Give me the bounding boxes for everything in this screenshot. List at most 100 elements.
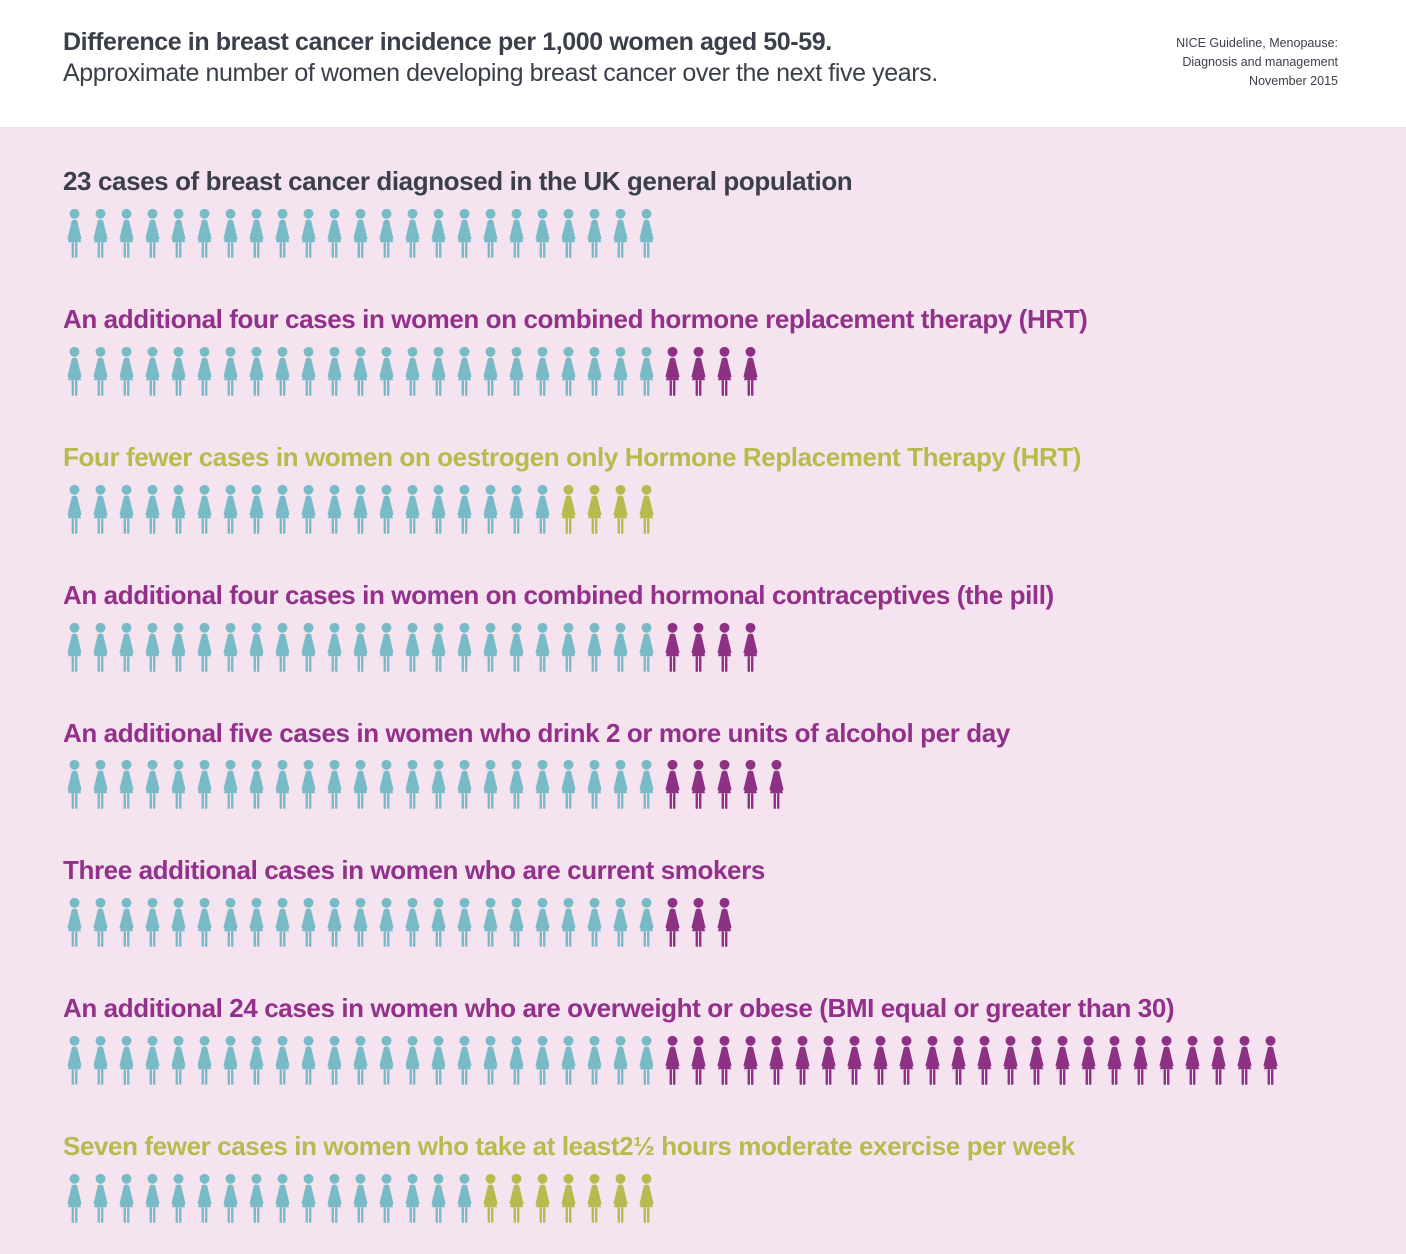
woman-icon <box>223 898 238 948</box>
woman-icon <box>561 760 576 810</box>
woman-icon <box>223 208 238 258</box>
woman-icon <box>509 208 524 258</box>
woman-icon <box>639 346 654 396</box>
woman-icon <box>691 1036 706 1086</box>
woman-icon <box>249 1173 264 1223</box>
woman-icon <box>665 346 680 396</box>
woman-icon <box>145 1173 160 1223</box>
woman-icon <box>275 208 290 258</box>
header-titles: Difference in breast cancer incidence pe… <box>63 0 938 88</box>
woman-icon <box>509 760 524 810</box>
woman-icon <box>249 898 264 948</box>
woman-icon <box>561 208 576 258</box>
woman-icon <box>405 1036 420 1086</box>
woman-icon <box>431 208 446 258</box>
pictogram-section: Seven fewer cases in women who take at l… <box>63 1131 1366 1228</box>
woman-icon <box>717 622 732 672</box>
woman-icon <box>1211 1036 1226 1086</box>
woman-icon <box>1263 1036 1278 1086</box>
woman-icon <box>1107 1036 1122 1086</box>
woman-icon <box>171 484 186 534</box>
woman-icon <box>613 1173 628 1223</box>
row-heading: Seven fewer cases in women who take at l… <box>63 1131 1075 1162</box>
pictogram-row <box>63 483 1366 539</box>
woman-icon <box>197 760 212 810</box>
woman-icon <box>587 898 602 948</box>
woman-icon <box>223 622 238 672</box>
woman-icon <box>1237 1036 1252 1086</box>
woman-icon <box>431 898 446 948</box>
woman-icon <box>275 484 290 534</box>
woman-icon <box>587 346 602 396</box>
woman-icon <box>301 1173 316 1223</box>
woman-icon <box>587 484 602 534</box>
pictogram-section: Four fewer cases in women on oestrogen o… <box>63 442 1366 539</box>
woman-icon <box>67 1173 82 1223</box>
woman-icon <box>301 1036 316 1086</box>
woman-icon <box>119 622 134 672</box>
woman-icon <box>223 1036 238 1086</box>
row-heading: Three additional cases in women who are … <box>63 855 765 886</box>
woman-icon <box>353 1173 368 1223</box>
pictogram-row <box>63 207 1366 263</box>
woman-icon <box>691 898 706 948</box>
woman-icon <box>483 760 498 810</box>
woman-icon <box>223 1173 238 1223</box>
woman-icon <box>483 346 498 396</box>
header: Difference in breast cancer incidence pe… <box>0 0 1406 127</box>
woman-icon <box>665 898 680 948</box>
woman-icon <box>379 346 394 396</box>
woman-icon <box>769 760 784 810</box>
woman-icon <box>587 1173 602 1223</box>
woman-icon <box>873 1036 888 1086</box>
woman-icon <box>587 208 602 258</box>
woman-icon <box>1081 1036 1096 1086</box>
woman-icon <box>431 622 446 672</box>
woman-icon <box>327 622 342 672</box>
woman-icon <box>639 622 654 672</box>
woman-icon <box>691 760 706 810</box>
woman-icon <box>639 898 654 948</box>
page-subtitle: Approximate number of women developing b… <box>63 59 938 87</box>
woman-icon <box>379 760 394 810</box>
woman-icon <box>93 622 108 672</box>
woman-icon <box>483 484 498 534</box>
woman-icon <box>119 760 134 810</box>
page-title: Difference in breast cancer incidence pe… <box>63 28 832 56</box>
woman-icon <box>249 346 264 396</box>
woman-icon <box>639 1173 654 1223</box>
woman-icon <box>509 622 524 672</box>
woman-icon <box>613 346 628 396</box>
woman-icon <box>717 1036 732 1086</box>
woman-icon <box>171 898 186 948</box>
woman-icon <box>613 484 628 534</box>
woman-icon <box>691 346 706 396</box>
woman-icon <box>249 484 264 534</box>
woman-icon <box>457 898 472 948</box>
woman-icon <box>301 622 316 672</box>
woman-icon <box>171 208 186 258</box>
pictogram-section: An additional 24 cases in women who are … <box>63 993 1366 1090</box>
woman-icon <box>119 208 134 258</box>
pictogram-row <box>63 345 1366 401</box>
woman-icon <box>483 898 498 948</box>
woman-icon <box>223 346 238 396</box>
woman-icon <box>379 622 394 672</box>
woman-icon <box>405 1173 420 1223</box>
woman-icon <box>379 1036 394 1086</box>
woman-icon <box>379 208 394 258</box>
woman-icon <box>977 1036 992 1086</box>
woman-icon <box>67 208 82 258</box>
woman-icon <box>327 346 342 396</box>
woman-icon <box>769 1036 784 1086</box>
pictogram-row <box>63 896 1366 952</box>
woman-icon <box>509 1036 524 1086</box>
woman-icon <box>171 1036 186 1086</box>
woman-icon <box>457 1173 472 1223</box>
woman-icon <box>665 1036 680 1086</box>
woman-icon <box>145 622 160 672</box>
woman-icon <box>561 1173 576 1223</box>
woman-icon <box>1029 1036 1044 1086</box>
woman-icon <box>223 484 238 534</box>
woman-icon <box>587 760 602 810</box>
